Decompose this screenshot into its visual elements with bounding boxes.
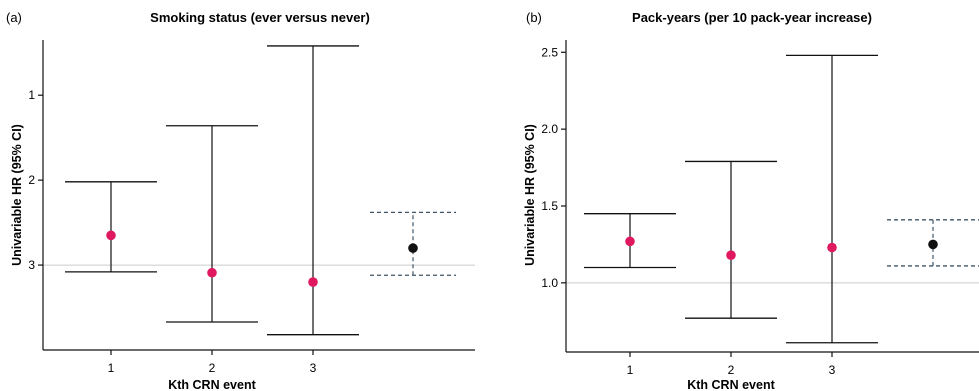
x-tick-label: 3 [310, 361, 317, 375]
panel-a: (a) Smoking status (ever versus never) 1… [6, 10, 475, 391]
pooled-estimate-point [928, 239, 938, 250]
y-tick-label: 3 [28, 258, 35, 272]
panel-b-marks [584, 54, 979, 344]
panel-b-title: Pack-years (per 10 pack-year increase) [632, 10, 872, 25]
hr-point [827, 242, 837, 253]
panel-b-x-axis-title: Kth CRN event [687, 378, 775, 391]
panel-b-y-ticks: 1.0 1.5 2.0 2.5 [541, 45, 566, 290]
hr-point [207, 267, 217, 278]
x-tick-label: 1 [627, 363, 634, 377]
panel-b: (b) Pack-years (per 10 pack-year increas… [523, 10, 979, 391]
panel-a-label: (a) [6, 10, 22, 25]
panel-b-x-ticks: 1 2 3 [627, 352, 836, 377]
panel-a-marks [65, 45, 456, 336]
panel-b-label: (b) [526, 10, 542, 25]
y-tick-label: 2 [28, 173, 35, 187]
x-tick-label: 2 [728, 363, 735, 377]
x-tick-label: 1 [108, 361, 115, 375]
y-tick-label: 1.0 [541, 276, 558, 290]
y-tick-label: 2.0 [541, 122, 558, 136]
hr-point [106, 230, 116, 241]
panel-b-y-axis-title: Univariable HR (95% CI) [523, 124, 537, 266]
pooled-estimate-point [408, 243, 418, 253]
panel-a-x-axis-title: Kth CRN event [168, 378, 256, 391]
hr-point [308, 277, 318, 287]
panel-a-title: Smoking status (ever versus never) [150, 10, 370, 25]
x-tick-label: 2 [209, 361, 216, 375]
hr-point [625, 236, 635, 247]
y-tick-label: 2.5 [541, 45, 558, 59]
panel-a-y-axis-title: Univariable HR (95% CI) [10, 124, 24, 266]
panel-a-y-ticks: 1 2 3 [28, 88, 43, 272]
hr-point [726, 250, 736, 260]
y-tick-label: 1.5 [541, 199, 558, 213]
y-tick-label: 1 [28, 88, 35, 102]
panel-a-x-ticks: 1 2 3 [108, 350, 317, 375]
x-tick-label: 3 [829, 363, 836, 377]
